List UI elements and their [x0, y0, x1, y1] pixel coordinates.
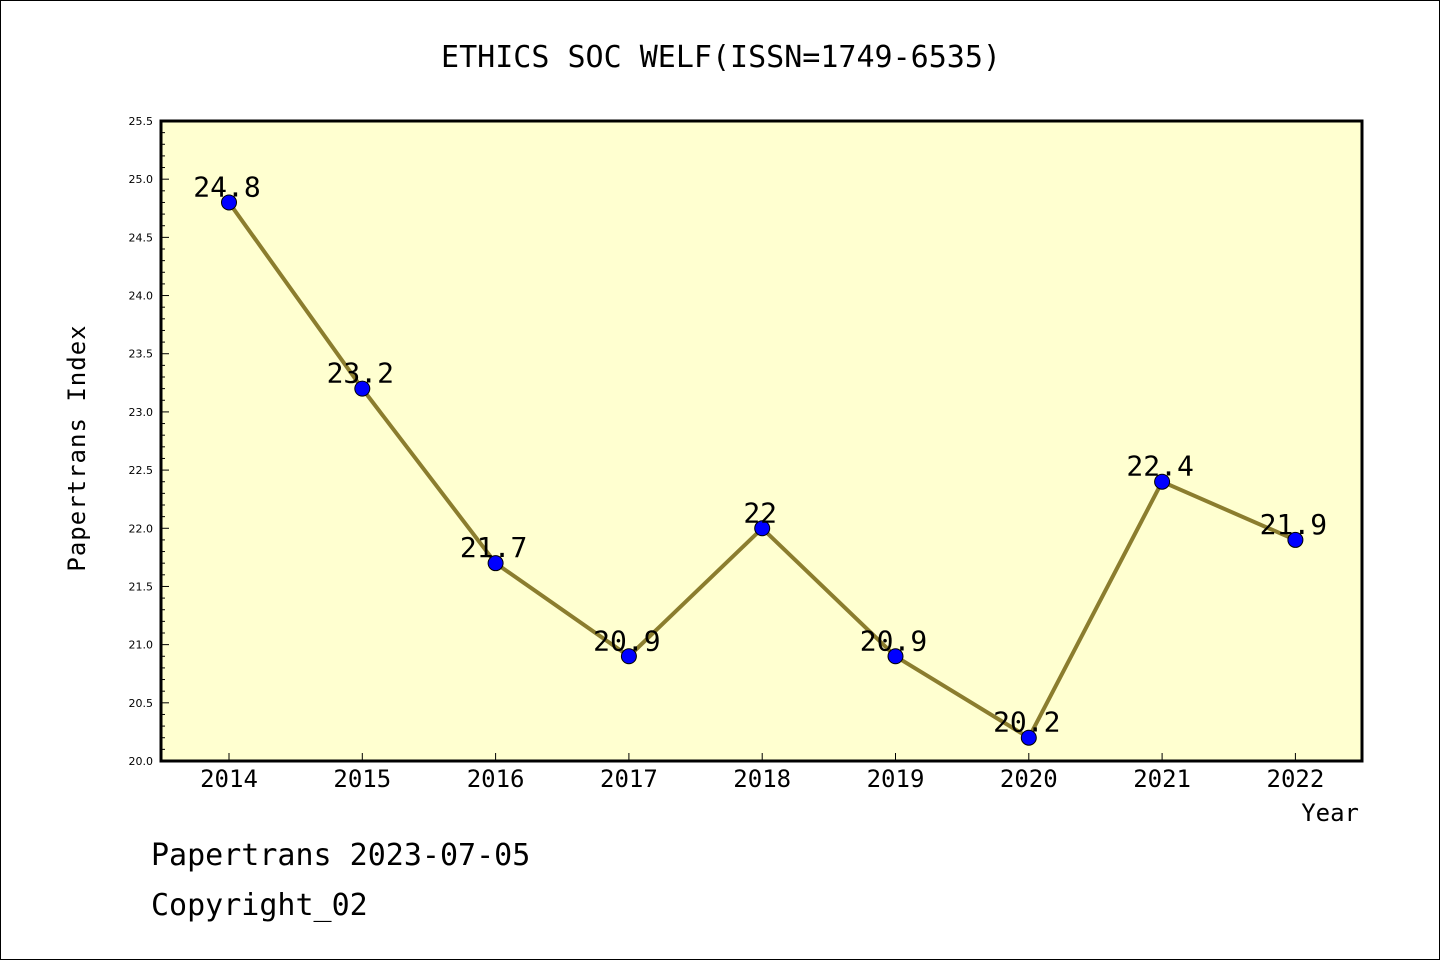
- data-label: 21.9: [1260, 508, 1327, 541]
- data-point: [354, 380, 371, 397]
- data-point: [1154, 473, 1171, 490]
- data-label: 22: [743, 496, 777, 529]
- data-point: [1020, 729, 1037, 746]
- y-tick-label: 21.0: [129, 639, 154, 652]
- y-tick-label: 21.5: [129, 580, 154, 593]
- y-tick-label: 22.5: [129, 464, 154, 477]
- x-tick-label: 2017: [600, 765, 658, 793]
- x-tick-label: 2020: [1000, 765, 1058, 793]
- y-axis: 20.0 20.5 21.0 21.5 22.0 22.5 23.0 23.5 24.0 24.5…: [129, 115, 169, 768]
- y-tick-label: 24.5: [129, 231, 154, 244]
- data-point: [754, 520, 771, 537]
- plot-area: [159, 119, 1364, 763]
- data-label: 22.4: [1126, 450, 1193, 483]
- footer-date: Papertrans 2023-07-05: [151, 838, 530, 873]
- y-tick-label: 25.5: [129, 115, 154, 128]
- y-tick-label: 25.0: [129, 173, 154, 186]
- data-label: 23.2: [327, 357, 394, 390]
- y-tick-label: 20.5: [129, 697, 154, 710]
- y-axis-label: Papertrans Index: [63, 324, 91, 571]
- y-tick-label: 22.0: [129, 522, 154, 535]
- data-label: 24.8: [193, 170, 260, 203]
- x-tick-label: 2015: [333, 765, 391, 793]
- footer-copyright: Copyright_02: [151, 888, 368, 923]
- series-points: [221, 194, 1304, 746]
- chart-title: ETHICS SOC WELF(ISSN=1749-6535): [441, 40, 1001, 75]
- data-label: 20.9: [860, 624, 927, 657]
- x-tick-label: 2018: [733, 765, 791, 793]
- x-tick-label: 2022: [1267, 765, 1325, 793]
- data-point: [221, 194, 237, 211]
- x-axis-label: Year: [1301, 799, 1359, 827]
- data-point: [1287, 531, 1304, 548]
- data-point: [887, 648, 904, 665]
- data-label: 20.9: [593, 624, 660, 657]
- y-tick-label: 23.0: [129, 406, 154, 419]
- data-point: [487, 555, 504, 572]
- x-tick-label: 2016: [467, 765, 525, 793]
- x-axis: 2014 2015 2016 2017 2018 2019 2020 2021 2022: [200, 753, 1324, 793]
- data-point: [620, 648, 637, 665]
- x-tick-label: 2021: [1133, 765, 1191, 793]
- data-label: 21.7: [460, 531, 527, 564]
- y-tick-label: 20.0: [129, 755, 154, 768]
- x-tick-label: 2019: [867, 765, 925, 793]
- data-labels: 24.8 23.2 21.7 20.9 22 20.9 20.2 22.4 21.9: [193, 170, 1327, 738]
- data-label: 20.2: [993, 706, 1060, 739]
- y-tick-label: 23.5: [129, 348, 154, 361]
- y-tick-label: 24.0: [129, 290, 154, 303]
- x-tick-label: 2014: [200, 765, 258, 793]
